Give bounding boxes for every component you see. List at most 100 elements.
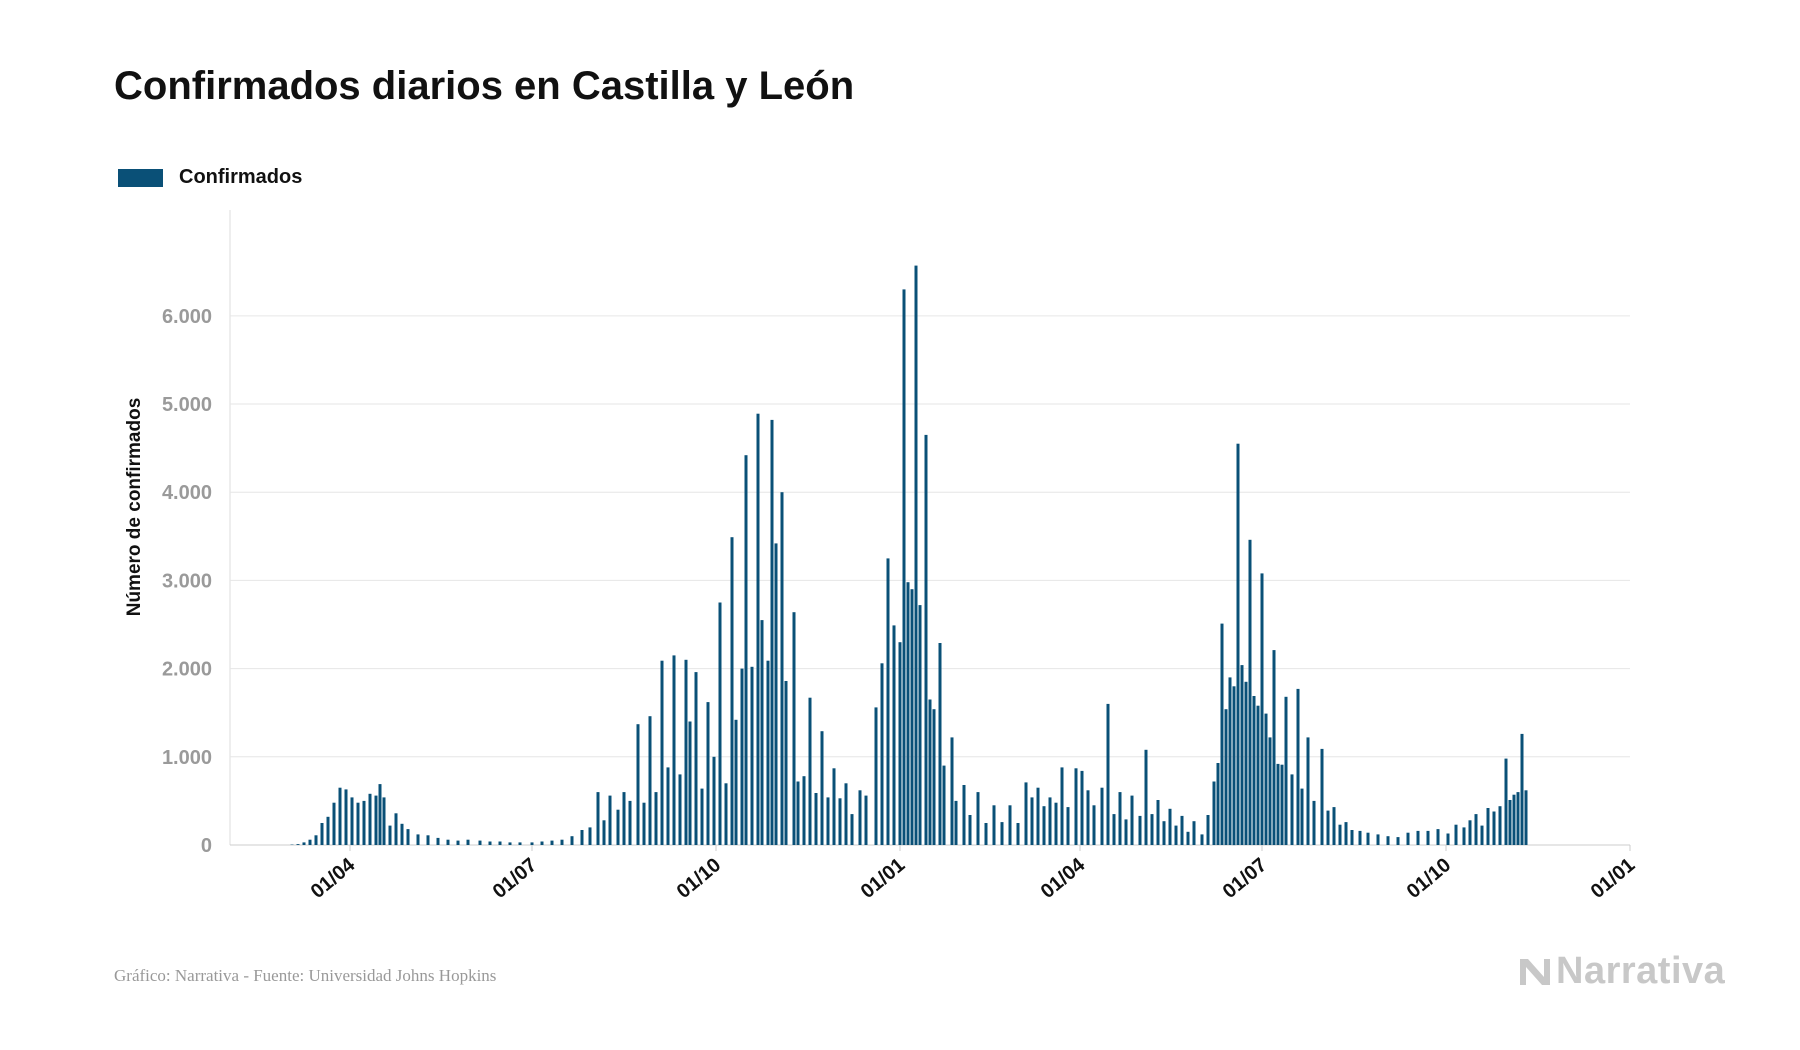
bar — [1212, 781, 1216, 845]
bar — [1150, 814, 1154, 845]
brand-name: Narrativa — [1556, 950, 1726, 992]
x-tick-label: 01/01 — [857, 854, 909, 903]
bar — [660, 660, 664, 845]
bar — [1344, 822, 1348, 845]
bar — [1008, 805, 1012, 845]
bar — [518, 842, 522, 845]
bar — [1066, 807, 1070, 845]
bar — [820, 731, 824, 845]
bar — [1124, 819, 1128, 845]
gridlines — [229, 210, 1630, 846]
bar — [706, 702, 710, 845]
bar — [1106, 703, 1110, 845]
bar — [1480, 825, 1484, 845]
bar — [1186, 831, 1190, 845]
bar — [832, 768, 836, 845]
bar — [1312, 800, 1316, 845]
bar — [1338, 824, 1342, 845]
bar — [498, 841, 502, 845]
x-tick-label: 01/07 — [489, 854, 541, 903]
bar — [1144, 749, 1148, 846]
bar — [910, 589, 914, 845]
bar — [1112, 814, 1116, 845]
bar — [724, 783, 728, 845]
bar — [602, 820, 606, 845]
bar — [1036, 787, 1040, 845]
bar — [1276, 763, 1280, 845]
bar — [1426, 830, 1430, 845]
x-tick-label: 01/10 — [673, 854, 725, 903]
bar — [672, 655, 676, 845]
bar — [1512, 794, 1516, 845]
y-tick-label: 5.000 — [162, 394, 212, 416]
bar — [1130, 795, 1134, 845]
bar — [374, 795, 378, 845]
bar — [844, 783, 848, 845]
bar — [1358, 830, 1362, 845]
bar — [792, 612, 796, 845]
bar — [1054, 802, 1058, 845]
y-tick-label: 1.000 — [162, 747, 212, 769]
bar — [892, 625, 896, 845]
legend: Confirmados — [118, 166, 302, 189]
bar — [394, 813, 398, 846]
bar — [1416, 830, 1420, 845]
bar — [1216, 763, 1220, 845]
bar — [1248, 539, 1252, 845]
bar — [1436, 829, 1440, 845]
bar — [918, 605, 922, 845]
bar — [320, 823, 324, 845]
bar — [924, 434, 928, 845]
bar — [1256, 705, 1260, 845]
bar — [1086, 790, 1090, 845]
bar — [954, 800, 958, 845]
bar — [1446, 833, 1450, 845]
bar — [642, 802, 646, 845]
bar — [1162, 821, 1166, 845]
bar — [478, 840, 482, 845]
bar — [1074, 768, 1078, 845]
bar — [1000, 822, 1004, 845]
bar — [1474, 814, 1478, 845]
bar — [694, 672, 698, 845]
bar — [666, 767, 670, 845]
bar — [378, 784, 382, 845]
bar — [756, 413, 760, 845]
bar — [1016, 823, 1020, 845]
y-tick-label: 0 — [201, 835, 212, 857]
y-tick-label: 3.000 — [162, 570, 212, 592]
bar — [446, 839, 450, 845]
bar — [1376, 834, 1380, 845]
bar — [1030, 797, 1034, 845]
bar — [1280, 764, 1284, 845]
bar — [1200, 834, 1204, 845]
bar — [388, 825, 392, 845]
bar — [1206, 815, 1210, 845]
bar — [1264, 713, 1268, 845]
bar — [550, 840, 554, 845]
bar — [838, 798, 842, 845]
bar — [1174, 825, 1178, 845]
x-tick-label: 01/01 — [1587, 854, 1639, 903]
bar — [1220, 623, 1224, 845]
bar — [1504, 758, 1508, 845]
bar — [1296, 688, 1300, 845]
bar — [814, 793, 818, 845]
bar — [1290, 774, 1294, 845]
bar — [1080, 770, 1084, 845]
bar — [750, 666, 754, 845]
bar — [1168, 808, 1172, 845]
bar — [1268, 737, 1272, 845]
bar — [466, 839, 470, 845]
bar — [712, 756, 716, 845]
bar — [898, 642, 902, 845]
bar — [1236, 443, 1240, 845]
bar — [616, 809, 620, 845]
bar — [906, 582, 910, 845]
bar — [1332, 807, 1336, 845]
bar — [1462, 827, 1466, 845]
legend-swatch — [118, 168, 163, 187]
bar — [1100, 787, 1104, 845]
bar — [826, 797, 830, 845]
bar — [368, 793, 372, 845]
